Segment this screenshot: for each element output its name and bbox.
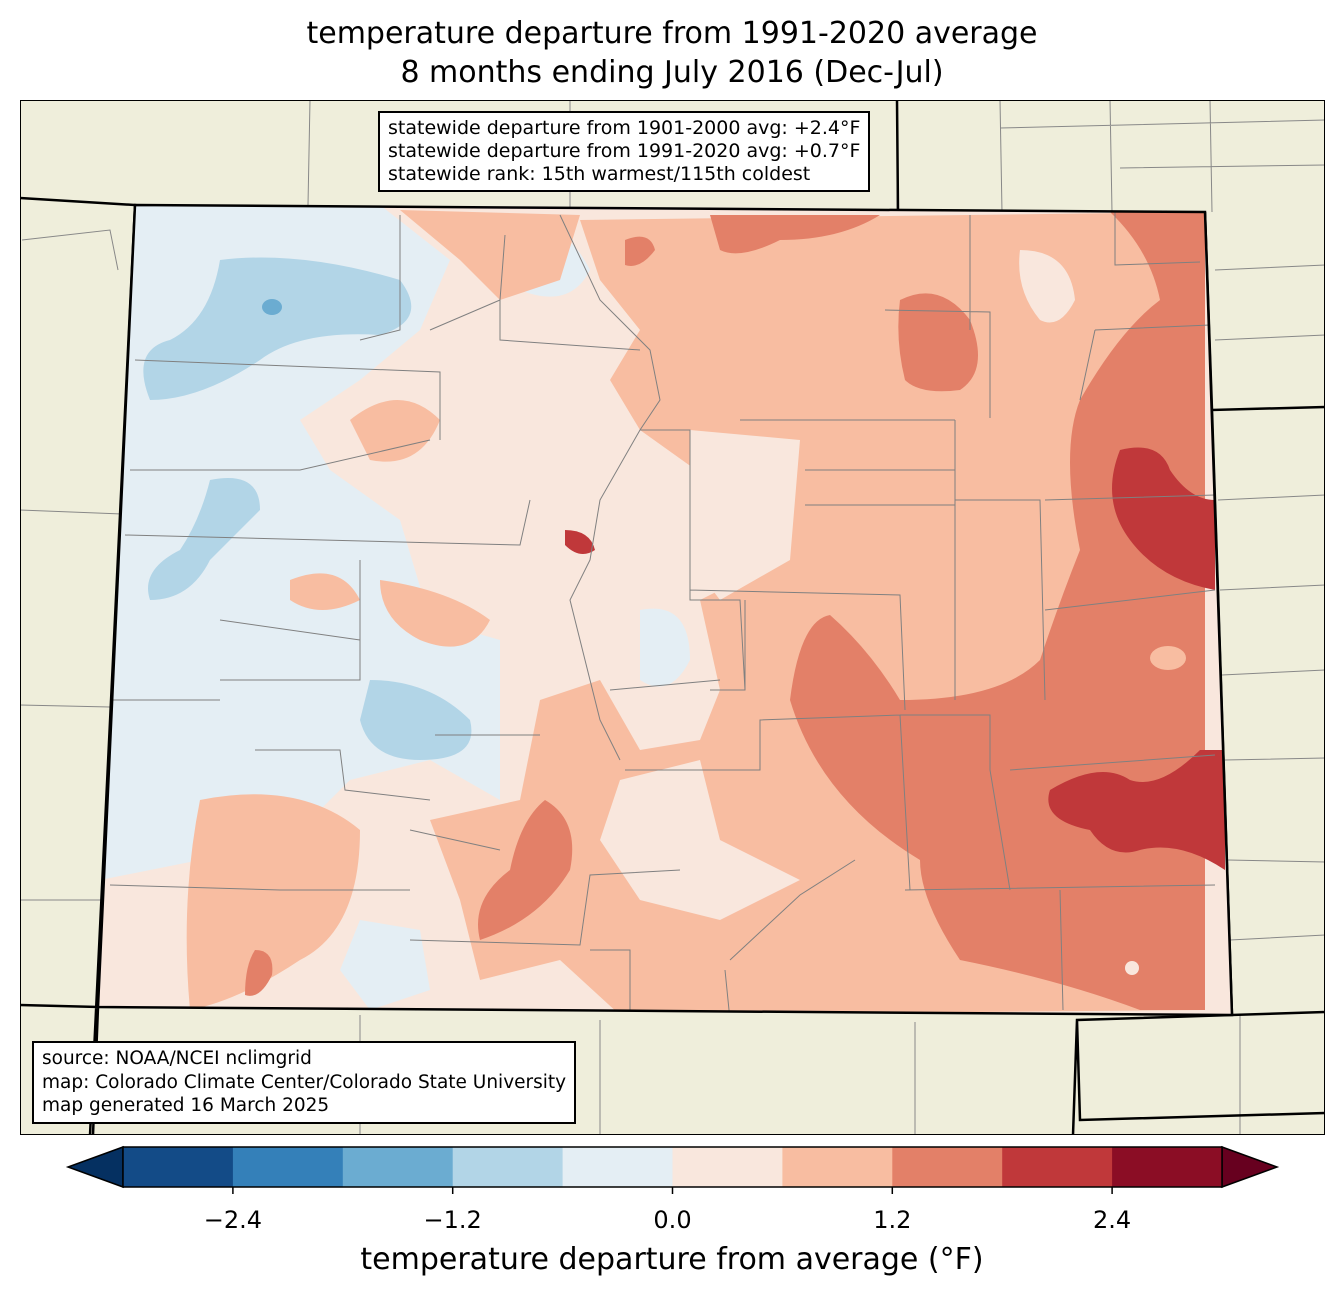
credits-generated: map generated 16 March 2025 — [42, 1095, 330, 1116]
colorbar-extend-high — [1221, 1145, 1280, 1189]
statewide-stats-box: statewide departure from 1901-2000 avg: … — [378, 111, 871, 192]
credits-source: source: NOAA/NCEI nclimgrid — [42, 1048, 312, 1069]
colorado-border — [96, 203, 1234, 1017]
colorbar-bin — [892, 1147, 1003, 1187]
map-area — [20, 100, 1325, 1135]
colorbar-tick-label: 2.4 — [1093, 1206, 1132, 1234]
colorbar-tick-label: −1.2 — [423, 1206, 482, 1234]
colorbar-bin — [782, 1147, 893, 1187]
colorbar-tick-label: −2.4 — [203, 1206, 263, 1234]
colorbar-bin — [672, 1147, 783, 1187]
colorbar-tick-label: 0.0 — [653, 1206, 692, 1234]
colorbar — [65, 1145, 1280, 1194]
stats-departure-1901-2000: statewide departure from 1901-2000 avg: … — [388, 117, 861, 139]
map-title-line2: 8 months ending July 2016 (Dec-Jul) — [400, 55, 944, 90]
colorbar-bin — [342, 1147, 454, 1187]
credits-box: source: NOAA/NCEI nclimgrid map: Colorad… — [32, 1041, 577, 1124]
map-title-line1: temperature departure from 1991-2020 ave… — [306, 16, 1038, 51]
colorbar-label: temperature departure from average (°F) — [360, 1242, 984, 1277]
colorbar-bin — [562, 1147, 673, 1187]
colorbar-extend-low — [65, 1145, 124, 1189]
colorbar-bin — [123, 1147, 234, 1187]
colorbar-tick-label: 1.2 — [873, 1206, 912, 1234]
colorbar-bin — [1002, 1147, 1113, 1187]
stats-rank: statewide rank: 15th warmest/115th colde… — [388, 163, 811, 185]
colorado-temperature-field — [98, 205, 1232, 1015]
credits-map: map: Colorado Climate Center/Colorado St… — [42, 1071, 567, 1093]
colorbar-bin — [232, 1147, 344, 1187]
stats-departure-1991-2020: statewide departure from 1991-2020 avg: … — [388, 140, 861, 162]
colorbar-bin — [452, 1147, 564, 1187]
colorbar-bin — [1112, 1147, 1223, 1187]
